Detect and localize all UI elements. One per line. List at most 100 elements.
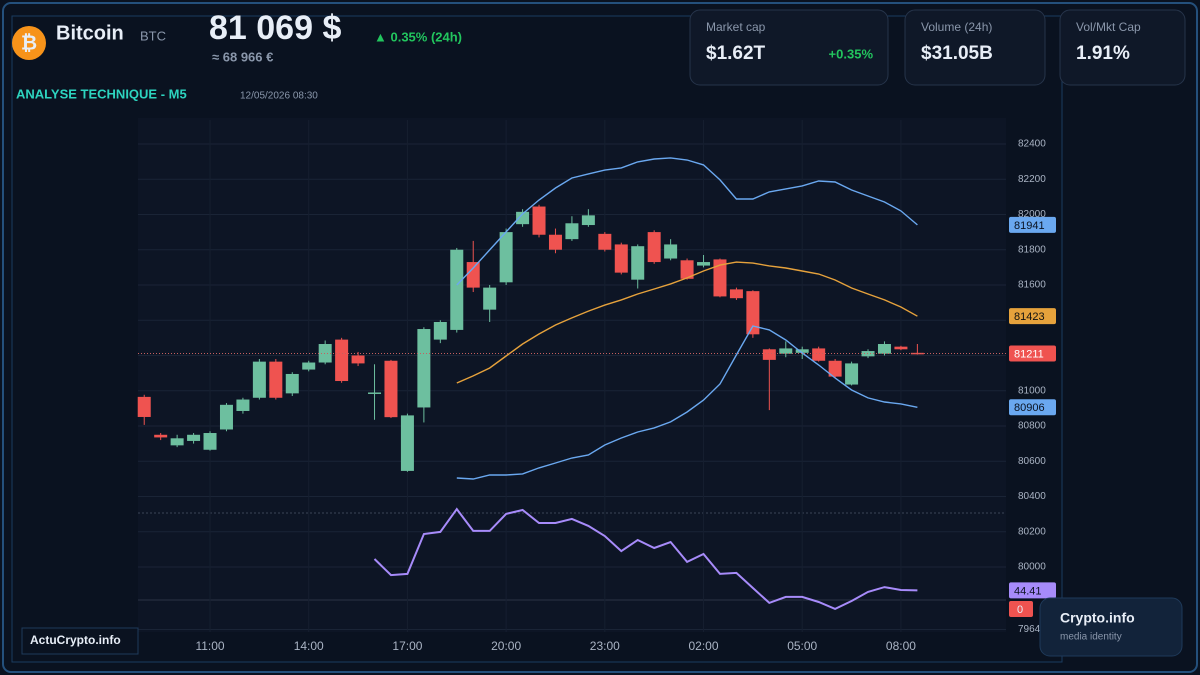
- price-tag-bg: [1009, 216, 1056, 233]
- price-tag: 81423: [1014, 311, 1045, 323]
- price-change: ▲ 0.35% (24h): [374, 29, 462, 44]
- candle-body: [762, 349, 776, 360]
- indicator-line: [456, 325, 918, 480]
- candle-body: [680, 260, 694, 279]
- candle-body: [664, 244, 678, 259]
- candle-body: [795, 349, 809, 353]
- candle-body: [713, 259, 727, 297]
- candle-body: [203, 433, 217, 450]
- candle-body: [894, 346, 908, 350]
- candle-body: [269, 361, 283, 398]
- x-tick-label: 14:00: [294, 639, 324, 653]
- x-tick-label: 11:00: [195, 639, 224, 653]
- inner-frame: [11, 15, 1063, 663]
- candle-body: [450, 249, 464, 330]
- section-title: ANALYSE TECHNIQUE - M5: [16, 86, 187, 101]
- candle-body: [417, 329, 431, 408]
- volume-tag: 0: [1017, 604, 1023, 616]
- x-tick-label: 05:00: [787, 639, 817, 653]
- candle-body: [614, 244, 628, 273]
- candle-body: [466, 262, 480, 288]
- candle-body: [384, 360, 398, 418]
- candle-body: [302, 362, 316, 370]
- y-tick-label: 80200: [1018, 526, 1046, 537]
- y-tick-label: 79645: [1018, 624, 1046, 635]
- indicator-line: [456, 157, 918, 286]
- y-tick-label: 82400: [1018, 139, 1046, 150]
- candle-body: [335, 339, 349, 382]
- stat-change: +0.35%: [829, 46, 874, 61]
- candle-body: [252, 361, 266, 398]
- x-tick-label: 17:00: [392, 639, 422, 653]
- candle-body: [499, 232, 513, 283]
- brand-name: Crypto.info: [1060, 610, 1135, 626]
- x-tick-label: 02:00: [689, 639, 719, 653]
- candle-body: [170, 438, 184, 446]
- y-tick-label: 82200: [1018, 174, 1046, 185]
- price-tag-bg: [1009, 582, 1056, 599]
- brand-tagline: media identity: [1060, 632, 1122, 643]
- candle-body: [647, 232, 661, 263]
- rsi-line: [373, 507, 918, 610]
- candle-body: [368, 392, 382, 394]
- candle-body: [351, 355, 365, 364]
- y-tick-label: 80400: [1018, 491, 1046, 502]
- y-tick-label: 80800: [1018, 421, 1046, 432]
- btc-logo: [12, 26, 46, 60]
- y-tick-label: 80600: [1018, 456, 1046, 467]
- candle-body: [779, 348, 793, 354]
- candle-body: [187, 434, 201, 441]
- plot-area: [138, 118, 1006, 632]
- y-tick-label: 81800: [1018, 244, 1046, 255]
- timestamp: 12/05/2026 08:30: [240, 91, 318, 102]
- brand-card: [1039, 597, 1183, 657]
- stat-card: [904, 9, 1046, 86]
- price-tag: 44.41: [1014, 585, 1042, 597]
- candle-body: [137, 396, 151, 417]
- stat-value: $31.05B: [921, 43, 993, 64]
- price-tag-bg: [1009, 399, 1056, 416]
- candle-body: [746, 291, 760, 335]
- x-tick-label: 23:00: [590, 639, 620, 653]
- close-tag: 81211: [1014, 348, 1044, 360]
- candle-body: [697, 262, 711, 266]
- stat-card: [1059, 9, 1186, 86]
- stat-label: Volume (24h): [921, 20, 992, 34]
- candle-body: [565, 223, 579, 240]
- y-tick-label: 82000: [1018, 209, 1046, 220]
- stat-card: [689, 9, 889, 86]
- candle-body: [154, 434, 168, 438]
- price-eur: ≈ 68 966 €: [212, 49, 273, 64]
- candle-body: [910, 352, 924, 355]
- candle-body: [877, 344, 891, 354]
- candle-body: [236, 399, 250, 411]
- candle-body: [219, 404, 233, 430]
- indicator-line: [456, 261, 918, 384]
- chart: 8240082200820008180081600814008120081000…: [137, 120, 1056, 653]
- coin-ticker: BTC: [140, 28, 166, 43]
- price-tag: 80906: [1014, 402, 1045, 414]
- y-tick-label: 81600: [1018, 280, 1046, 291]
- y-tick-label: 80000: [1018, 562, 1046, 573]
- candle-body: [581, 215, 595, 226]
- candle-body: [532, 206, 546, 235]
- stat-label: Vol/Mkt Cap: [1076, 20, 1141, 34]
- candle-body: [598, 233, 612, 250]
- candle-body: [400, 415, 414, 471]
- stat-value: 1.91%: [1076, 43, 1130, 64]
- candle-body: [828, 360, 842, 377]
- volume-tag-bg: [1009, 601, 1033, 617]
- watermark-site: ActuCrypto.info: [30, 633, 121, 647]
- candle-body: [516, 211, 530, 225]
- candle-body: [483, 287, 497, 310]
- coin-name: Bitcoin: [56, 22, 124, 44]
- price-tag-bg: [1009, 308, 1056, 325]
- candle-body: [729, 289, 743, 299]
- candle-body: [861, 351, 875, 357]
- x-tick-label: 08:00: [886, 639, 916, 653]
- candle-body: [285, 373, 299, 394]
- candle-body: [812, 348, 826, 361]
